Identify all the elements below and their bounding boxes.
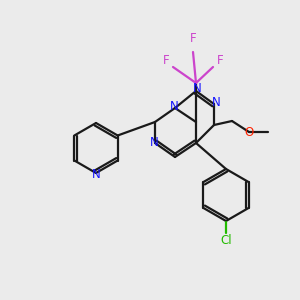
Text: F: F bbox=[163, 55, 169, 68]
Text: N: N bbox=[169, 100, 178, 113]
Text: N: N bbox=[92, 167, 100, 181]
Text: N: N bbox=[150, 136, 158, 149]
Text: O: O bbox=[244, 127, 253, 140]
Text: N: N bbox=[193, 82, 201, 95]
Text: F: F bbox=[190, 32, 196, 44]
Text: F: F bbox=[217, 55, 223, 68]
Text: Cl: Cl bbox=[220, 233, 232, 247]
Text: N: N bbox=[212, 97, 220, 110]
